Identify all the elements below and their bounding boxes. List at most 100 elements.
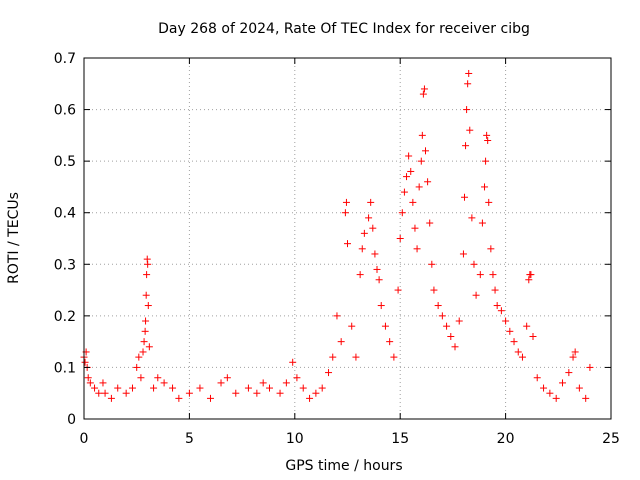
data-point (360, 229, 368, 237)
data-point (497, 307, 505, 315)
data-point (81, 358, 89, 366)
data-point (465, 69, 473, 77)
data-point (482, 157, 490, 165)
data-point (559, 379, 567, 387)
data-point (145, 343, 153, 351)
data-point (140, 338, 148, 346)
data-point (396, 235, 404, 242)
data-point (403, 173, 411, 181)
data-point (447, 332, 455, 340)
data-point (223, 374, 231, 382)
data-point (430, 286, 438, 294)
data-point (586, 363, 594, 371)
data-point (342, 198, 350, 206)
chart-title: Day 268 of 2024, Rate Of TEC Index for r… (158, 21, 530, 37)
data-point (409, 198, 417, 206)
data-point (411, 224, 419, 232)
data-point (244, 384, 252, 392)
x-tick-label: 5 (185, 431, 194, 447)
data-point (299, 384, 307, 392)
data-point (540, 384, 548, 392)
data-point (463, 106, 471, 114)
y-axis-label: ROTI / TECUs (6, 192, 22, 284)
data-point (141, 327, 149, 335)
data-point (348, 322, 356, 330)
data-point (101, 389, 109, 397)
data-point (472, 291, 480, 299)
data-point (144, 260, 152, 268)
data-point (421, 147, 429, 155)
data-point (491, 286, 499, 294)
data-point (546, 389, 554, 397)
data-point (344, 240, 351, 248)
data-point (293, 374, 301, 382)
data-point (502, 317, 510, 325)
x-tick-label: 0 (80, 431, 89, 447)
data-point (358, 245, 366, 253)
data-point (107, 394, 115, 402)
data-point (175, 394, 183, 402)
data-point (185, 389, 193, 397)
data-point (99, 379, 107, 387)
data-point (128, 384, 136, 392)
data-point (424, 178, 432, 186)
y-tick-label: 0.2 (54, 309, 76, 325)
data-point (91, 384, 99, 392)
data-point (476, 271, 484, 279)
x-tick-label: 20 (497, 431, 515, 447)
data-point (426, 219, 434, 227)
data-point (470, 260, 478, 268)
data-point (373, 265, 381, 273)
data-point (398, 209, 406, 217)
data-point (232, 389, 240, 397)
data-point (259, 379, 267, 387)
x-tick-label: 15 (391, 431, 409, 447)
data-point (407, 167, 415, 175)
data-point (154, 374, 162, 382)
data-point (533, 374, 541, 382)
data-point (420, 85, 428, 93)
data-point (565, 369, 573, 377)
data-point (375, 276, 383, 284)
data-point (137, 374, 145, 382)
data-point (365, 214, 373, 222)
data-point (139, 348, 147, 356)
data-point (352, 353, 360, 361)
data-point (466, 126, 474, 134)
data-point (276, 389, 284, 397)
data-point (333, 312, 341, 320)
data-point (142, 317, 150, 325)
data-point (84, 374, 92, 382)
data-point (493, 302, 501, 310)
data-point (217, 379, 225, 387)
data-point (510, 338, 518, 346)
data-point (206, 394, 214, 402)
data-point (381, 322, 389, 330)
x-axis-label: GPS time / hours (285, 458, 402, 474)
data-point (142, 291, 150, 299)
data-point (525, 276, 533, 284)
y-tick-label: 0.6 (54, 103, 76, 119)
data-point (337, 338, 345, 346)
data-point (371, 250, 379, 258)
data-point (514, 348, 522, 356)
data-point (95, 389, 103, 397)
data-point (438, 312, 446, 320)
data-point (135, 353, 143, 361)
data-point (571, 348, 579, 356)
data-point (329, 353, 337, 361)
data-point (377, 302, 385, 310)
data-point (478, 219, 486, 227)
data-point (312, 389, 320, 397)
x-tick-label: 10 (286, 431, 304, 447)
data-point (114, 384, 122, 392)
data-point (462, 142, 470, 150)
data-point (459, 250, 467, 258)
data-point (484, 137, 492, 145)
data-point (394, 286, 402, 294)
data-point (506, 327, 514, 335)
data-point (415, 183, 423, 191)
data-point (341, 209, 349, 217)
data-point (150, 384, 158, 392)
data-point (306, 394, 314, 402)
